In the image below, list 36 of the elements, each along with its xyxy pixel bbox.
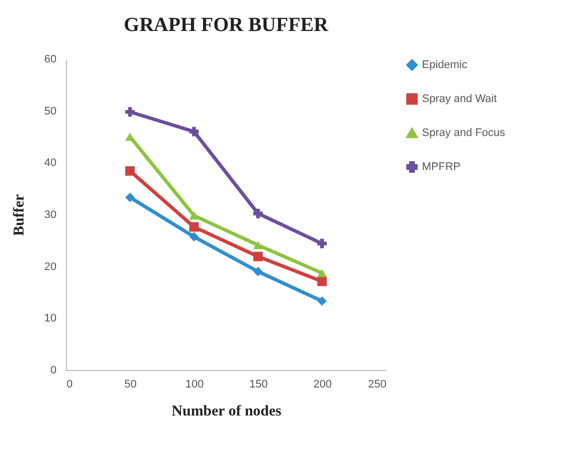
point [189,232,199,242]
x-tick-label: 150 [249,378,268,390]
y-tick-label: 40 [44,157,56,170]
point [317,296,327,306]
point [125,192,135,202]
y-axis-title: Buffer [11,194,28,236]
point [189,222,199,232]
point [125,132,135,141]
point [125,166,135,176]
chart-title: GRAPH FOR BUFFER [124,14,329,36]
point [253,266,263,276]
x-tick-label: 100 [185,378,204,390]
legend-label: MPFRP [422,161,460,173]
point [253,208,263,218]
point [189,126,199,136]
legend-label: Spray and Focus [422,127,506,139]
legend-label: Epidemic [422,59,468,71]
x-tick-label: 50 [124,378,137,390]
y-tick-label: 30 [44,209,56,221]
point [317,238,327,248]
y-tick-label: 0 [50,364,56,376]
y-tick-label: 60 [44,54,56,66]
x-tick-label: 200 [313,378,332,390]
point [317,276,327,286]
legend-label: Spray and Wait [422,93,497,105]
y-tick-label: 20 [44,260,56,273]
x-tick-label: 0 [66,378,73,390]
point [125,107,135,117]
point [317,268,327,278]
x-tick-label: 250 [368,378,386,390]
y-tick-label: 50 [44,105,56,118]
point [253,252,263,262]
point [189,211,199,220]
x-axis-title: Number of nodes [172,404,282,420]
y-tick-label: 10 [44,312,56,325]
point [253,240,263,250]
